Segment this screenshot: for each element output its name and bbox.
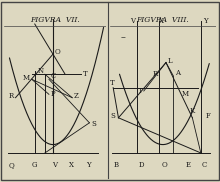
Text: O: O [54,48,60,56]
Text: Y: Y [86,161,91,169]
Text: –: – [120,33,125,42]
Text: Q: Q [9,161,14,169]
Text: I: I [138,87,141,95]
Text: L: L [168,57,172,65]
Text: V: V [53,161,57,169]
Text: C: C [201,161,207,169]
Text: B: B [114,161,119,169]
Text: D: D [139,161,144,169]
Text: FIGVRA  VII.: FIGVRA VII. [30,16,80,24]
Text: X: X [69,161,74,169]
Text: C: C [50,72,56,80]
Text: X: X [159,17,164,25]
Text: R: R [9,92,14,100]
Text: O: O [162,161,168,169]
Text: N: N [38,67,44,75]
Text: M: M [182,90,189,98]
Text: S: S [111,112,116,120]
Text: G: G [32,161,37,169]
Text: FIGVRA  VIII.: FIGVRA VIII. [136,16,189,24]
Text: M: M [23,74,30,82]
Text: Y: Y [203,17,207,25]
Text: V: V [130,17,135,25]
Text: T: T [110,79,114,87]
Text: S: S [91,120,96,128]
Text: Z: Z [74,92,79,100]
Text: A: A [175,69,180,77]
Text: P: P [51,90,55,98]
Text: T: T [83,70,88,78]
Text: F: F [206,112,211,120]
Text: E: E [186,161,191,169]
Text: K: K [190,107,195,115]
Text: R: R [153,70,158,78]
